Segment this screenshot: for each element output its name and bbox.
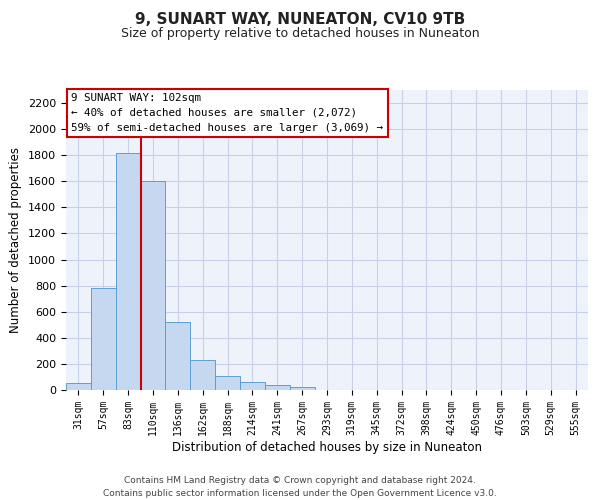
Text: 9, SUNART WAY, NUNEATON, CV10 9TB: 9, SUNART WAY, NUNEATON, CV10 9TB [135, 12, 465, 28]
Bar [190, 360, 215, 390]
Bar [290, 388, 314, 390]
Bar [166, 322, 190, 390]
Bar [265, 386, 290, 390]
Bar [215, 376, 240, 390]
X-axis label: Distribution of detached houses by size in Nuneaton: Distribution of detached houses by size … [172, 440, 482, 454]
Bar [91, 288, 116, 390]
Text: Contains HM Land Registry data © Crown copyright and database right 2024.
Contai: Contains HM Land Registry data © Crown c… [103, 476, 497, 498]
Bar [140, 182, 166, 390]
Text: Size of property relative to detached houses in Nuneaton: Size of property relative to detached ho… [121, 28, 479, 40]
Y-axis label: Number of detached properties: Number of detached properties [10, 147, 22, 333]
Text: 9 SUNART WAY: 102sqm
← 40% of detached houses are smaller (2,072)
59% of semi-de: 9 SUNART WAY: 102sqm ← 40% of detached h… [71, 93, 383, 132]
Bar [116, 152, 140, 390]
Bar [240, 382, 265, 390]
Bar [66, 384, 91, 390]
